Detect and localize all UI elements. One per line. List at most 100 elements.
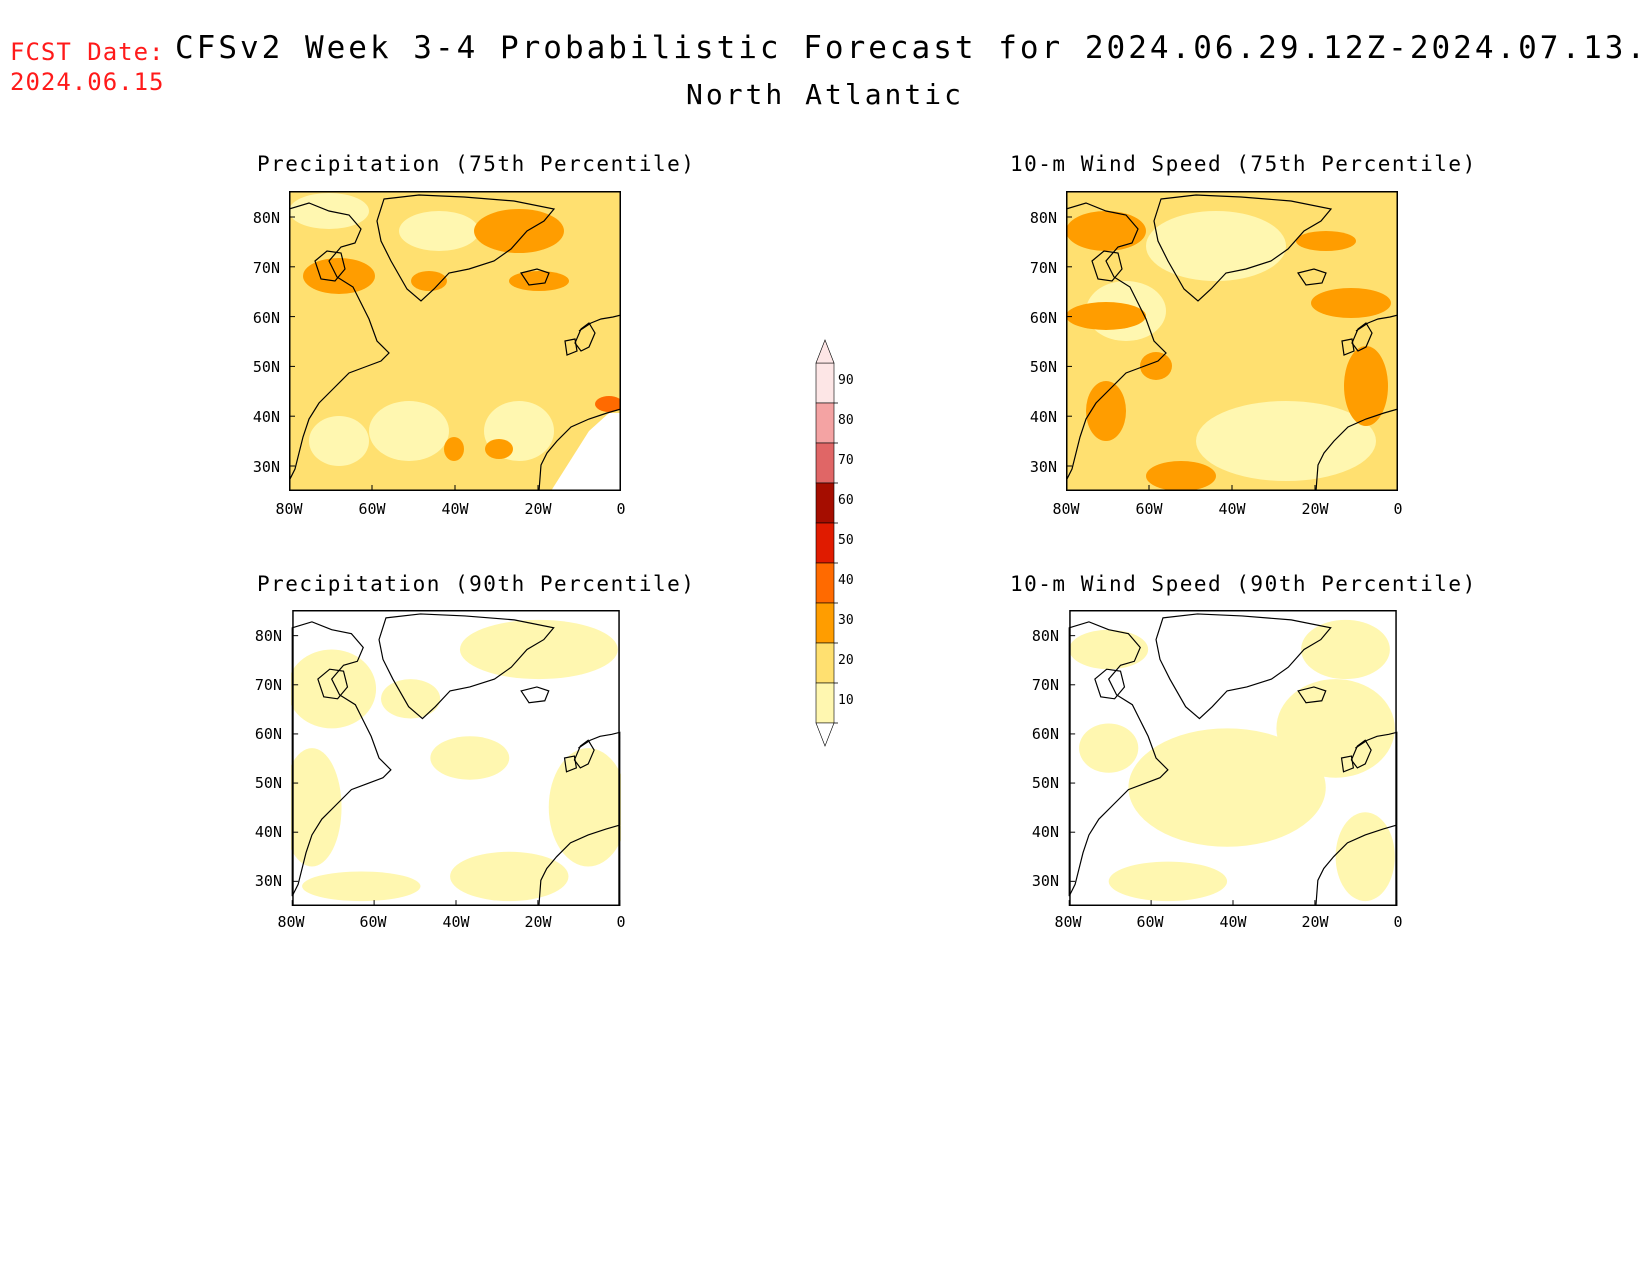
lon-label-80w: 80W (1052, 500, 1080, 518)
lat-label-70n: 70N (1029, 259, 1057, 277)
colorbar-label: 80 (838, 413, 854, 428)
iceland-coastline (1297, 268, 1327, 286)
lon-label-40w: 40W (441, 500, 469, 518)
lon-label-0: 0 (1393, 913, 1403, 931)
forecast-date-label: FCST Date: (10, 38, 165, 66)
ireland-coastline (1341, 338, 1355, 356)
lon-label-80w: 80W (277, 913, 305, 931)
lon-label-60w: 60W (359, 913, 387, 931)
lon-label-60w: 60W (1135, 500, 1163, 518)
lon-label-0: 0 (1393, 500, 1403, 518)
lat-label-80n: 80N (254, 627, 282, 645)
north-america-coastline (291, 621, 392, 897)
probability-contour (430, 736, 510, 780)
colorbar-label: 20 (838, 653, 854, 668)
probability-contour (1066, 211, 1146, 251)
region-title: North Atlantic (685, 78, 964, 111)
colorbar-swatch (815, 602, 835, 644)
island-coastline (1094, 668, 1126, 700)
lon-label-60w: 60W (358, 500, 386, 518)
colorbar-legend (815, 339, 838, 747)
colorbar-swatch (815, 402, 835, 444)
colorbar-label: 90 (838, 373, 854, 388)
colorbar-top-arrow (815, 339, 835, 364)
lat-label-40n: 40N (254, 823, 282, 841)
greenland-coastline (376, 194, 556, 302)
lat-label-40n: 40N (1029, 408, 1057, 426)
panel-title-precip-75: Precipitation (75th Percentile) (257, 152, 696, 176)
ireland-coastline (564, 338, 578, 356)
greenland-coastline (378, 613, 555, 720)
probability-contour (595, 396, 621, 412)
lon-label-40w: 40W (442, 913, 470, 931)
greenland-coastline (1155, 613, 1332, 720)
lat-label-60n: 60N (1031, 725, 1059, 743)
colorbar-label: 50 (838, 533, 854, 548)
probability-contour (291, 748, 342, 867)
probability-contour (1069, 629, 1149, 670)
ireland-coastline (1340, 755, 1355, 773)
probability-contour (399, 211, 479, 251)
lat-label-30n: 30N (1031, 872, 1059, 890)
probability-contour (1140, 352, 1172, 380)
probability-contour (485, 439, 513, 459)
lon-label-20w: 20W (1301, 500, 1329, 518)
island-coastline (314, 250, 346, 282)
lon-label-40w: 40W (1218, 500, 1246, 518)
colorbar-label: 30 (838, 613, 854, 628)
probability-contour (1079, 723, 1139, 773)
probability-contour (1196, 401, 1376, 481)
lon-label-0: 0 (616, 500, 626, 518)
probability-contour (474, 209, 564, 253)
page-title: CFSv2 Week 3-4 Probabilistic Forecast fo… (175, 30, 1650, 66)
no-data-region (551, 413, 621, 491)
lat-label-50n: 50N (1031, 774, 1059, 792)
probability-contour (1108, 861, 1228, 902)
lon-label-60w: 60W (1136, 913, 1164, 931)
iceland-coastline (520, 268, 550, 286)
lat-label-40n: 40N (1031, 823, 1059, 841)
colorbar-swatch (815, 562, 835, 604)
iceland-coastline (1297, 686, 1327, 704)
iceland-coastline (520, 686, 550, 704)
lat-label-80n: 80N (1029, 209, 1057, 227)
probability-contour (1296, 231, 1356, 251)
island-coastline (1091, 250, 1123, 282)
colorbar-bottom-arrow (815, 722, 835, 747)
lat-label-30n: 30N (254, 872, 282, 890)
colorbar-label: 40 (838, 573, 854, 588)
probability-contour (1311, 288, 1391, 318)
colorbar-label: 70 (838, 453, 854, 468)
europe-africa-coastline (538, 314, 621, 491)
colorbar-label: 10 (838, 693, 854, 708)
probability-contour (381, 679, 441, 719)
colorbar-label: 60 (838, 493, 854, 508)
lat-label-70n: 70N (1031, 676, 1059, 694)
lat-label-50n: 50N (252, 358, 280, 376)
europe-africa-coastline (1315, 314, 1398, 491)
probability-contour (1335, 812, 1395, 902)
uk-coastline (573, 739, 595, 769)
north-america-coastline (289, 202, 390, 482)
probability-contour (1066, 302, 1146, 330)
lon-label-20w: 20W (1301, 913, 1329, 931)
probability-contour (459, 619, 618, 680)
colorbar-swatch (815, 682, 835, 724)
probability-contour (450, 851, 569, 902)
lon-label-20w: 20W (524, 500, 552, 518)
panel-title-wind-75: 10-m Wind Speed (75th Percentile) (1010, 152, 1477, 176)
colorbar-swatch (815, 362, 835, 404)
lon-label-20w: 20W (524, 913, 552, 931)
colorbar-swatch (815, 642, 835, 684)
probability-contour (369, 401, 449, 461)
north-america-coastline (1068, 621, 1169, 897)
panel-title-wind-90: 10-m Wind Speed (90th Percentile) (1010, 572, 1477, 596)
colorbar-swatch (815, 442, 835, 484)
greenland-coastline (1153, 194, 1333, 302)
lon-label-80w: 80W (1054, 913, 1082, 931)
colorbar-swatch (815, 482, 835, 524)
map-precip-90 (291, 610, 621, 906)
lon-label-40w: 40W (1219, 913, 1247, 931)
uk-coastline (1351, 322, 1373, 352)
north-america-coastline (1066, 202, 1167, 482)
